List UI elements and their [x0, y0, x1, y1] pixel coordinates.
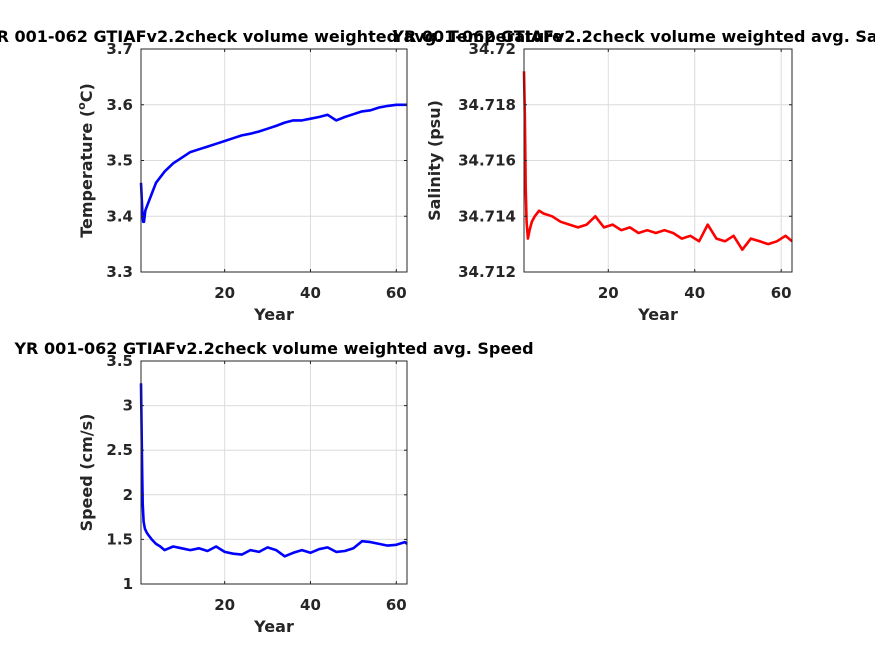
y-tick-label: 1: [123, 575, 133, 593]
y-tick-label: 3.3: [106, 263, 133, 281]
x-tick-label: 40: [684, 284, 705, 302]
y-tick-label: 34.712: [458, 263, 516, 281]
y-tick-label: 34.716: [458, 152, 516, 170]
x-tick-label: 20: [214, 596, 235, 614]
y-tick-label: 34.718: [458, 96, 516, 114]
y-tick-label: 3.5: [106, 152, 133, 170]
plot-speed: 20 40 60 1 1.5 2 2.5 3 3.5 Year Speed (cm/s) YR 001…: [13, 339, 533, 636]
x-tick-label: 20: [598, 284, 619, 302]
y-axis-label: Temperature (oC): [75, 83, 96, 238]
x-axis-label: Year: [253, 305, 294, 324]
y-tick-label: 34.714: [458, 207, 516, 225]
y-tick-label: 3.7: [106, 40, 133, 58]
x-tick-label: 60: [386, 284, 407, 302]
y-tick-label: 1.5: [106, 530, 133, 548]
x-axis-label: Year: [253, 617, 294, 636]
y-tick-label: 2: [123, 486, 133, 504]
x-tick-label: 60: [386, 596, 407, 614]
x-axis-label: Year: [637, 305, 678, 324]
y-tick-label: 34.72: [469, 40, 516, 58]
axes-frame: [140, 360, 408, 585]
x-tick-label: 60: [771, 284, 792, 302]
chart-title-temperature: YR 001-062 GTIAFv2.2check volume weighte…: [0, 27, 563, 46]
chart-title-salinity: YR 001-062 GTIAFv2.2check volume weighte…: [391, 27, 875, 46]
y-axis-label: Salinity (psu): [425, 100, 444, 221]
chart-title-speed: YR 001-062 GTIAFv2.2check volume weighte…: [13, 339, 533, 358]
y-tick-label: 3.4: [106, 207, 133, 225]
series-line-temperature: [139, 103, 407, 224]
x-tick-label: 40: [300, 596, 321, 614]
y-tick-label: 3: [123, 397, 133, 415]
x-tick-label: 40: [300, 284, 321, 302]
series-line-speed: [139, 383, 408, 558]
y-tick-label: 3.5: [106, 352, 133, 370]
plot-temperature: 20 40 60 3.3 3.4 3.5 3.6 3.7 Year Temperature (oC…: [0, 27, 563, 324]
y-tick-label: 2.5: [106, 441, 133, 459]
series-line-salinity: [522, 71, 793, 251]
x-tick-label: 20: [214, 284, 235, 302]
plot-salinity: 20 40 60 34.712 34.714 34.716 34.718 34.72 Year S…: [391, 27, 875, 324]
y-tick-label: 3.6: [106, 96, 133, 114]
y-axis-label: Speed (cm/s): [77, 414, 96, 532]
